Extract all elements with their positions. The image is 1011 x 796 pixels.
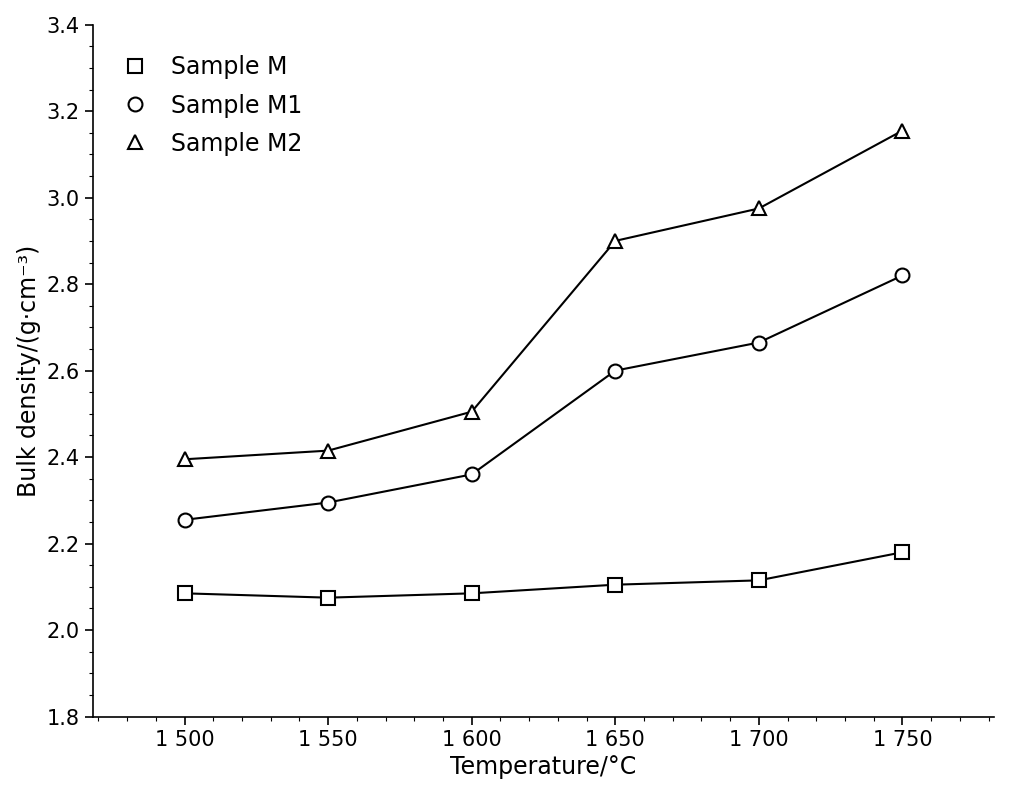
Y-axis label: Bulk density/(g·cm⁻³): Bulk density/(g·cm⁻³) [16, 244, 40, 497]
Legend: Sample M, Sample M1, Sample M2: Sample M, Sample M1, Sample M2 [104, 37, 320, 174]
X-axis label: Temperature/°C: Temperature/°C [450, 755, 637, 779]
